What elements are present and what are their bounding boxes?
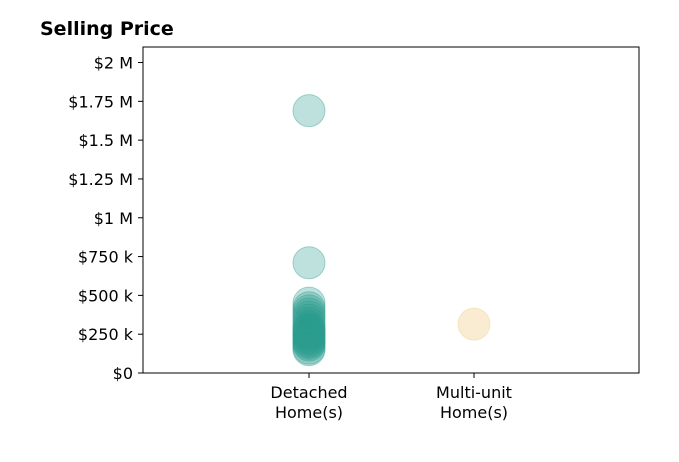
data-point (292, 309, 326, 343)
chart-title: Selling Price (40, 18, 174, 40)
y-tick-label: $1 M (94, 209, 133, 228)
data-point (292, 246, 326, 280)
data-point (292, 328, 326, 362)
data-point (292, 286, 326, 320)
x-tick-label: Multi-unit Home(s) (436, 383, 512, 422)
data-point (292, 311, 326, 345)
data-point (292, 291, 326, 325)
y-tick-label: $250 k (78, 325, 134, 344)
data-point (292, 306, 326, 340)
y-tick-label: $2 M (94, 54, 133, 73)
data-point (292, 94, 326, 128)
data-point (292, 331, 326, 365)
y-tick-label: $1.5 M (78, 131, 133, 150)
data-point (292, 325, 326, 359)
data-point (292, 320, 326, 354)
y-tick-label: $1.25 M (68, 170, 133, 189)
data-point (292, 316, 326, 350)
data-point (292, 313, 326, 347)
data-point (292, 300, 326, 334)
data-point (292, 317, 326, 351)
y-tick-label: $0 (113, 364, 133, 383)
data-point (292, 294, 326, 328)
data-point (292, 323, 326, 357)
data-point (292, 322, 326, 356)
data-point (292, 319, 326, 353)
data-point (292, 314, 326, 348)
data-point (292, 297, 326, 331)
y-tick-label: $750 k (78, 248, 134, 267)
data-point (292, 327, 326, 361)
axes-frame (142, 46, 640, 374)
data-point (457, 307, 491, 341)
plot-area: $0 $250 k $500 k $750 k $1 M $1.25 M $1.5 M $1.… (68, 46, 640, 422)
data-point (292, 303, 326, 337)
x-tick-label: Detached Home(s) (270, 383, 347, 422)
y-tick-label: $1.75 M (68, 92, 133, 111)
data-point (292, 333, 326, 367)
y-tick-label: $500 k (78, 286, 134, 305)
